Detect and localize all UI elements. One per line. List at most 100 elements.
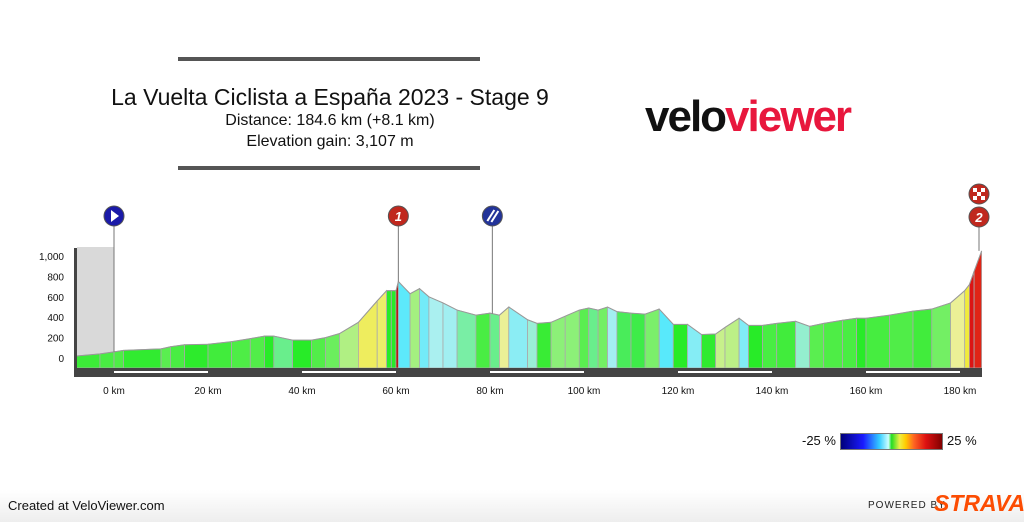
profile-segment [616,311,632,369]
profile-segment [390,290,397,369]
profile-segment [409,287,420,369]
profile-segment [249,335,265,369]
title-rule-top [178,57,480,61]
profile-segment [475,312,491,369]
profile-segment [376,289,388,369]
y-tick-label: 400 [47,313,64,324]
x-tick-label: 160 km [850,386,883,397]
profile-segment [292,339,312,369]
profile-segment [809,322,825,369]
neutral-zone [77,247,114,368]
profile-segment [113,349,124,369]
profile-segment [630,312,646,369]
y-tick-label: 1,000 [39,252,64,263]
chequered-flag-icon [973,196,977,200]
knife-icon [490,210,500,223]
profile-segment [536,321,552,369]
profile-segment [607,306,618,369]
y-axis-line [74,248,77,369]
profile-segment [169,344,185,369]
profile-segment [231,338,251,369]
stage-title: La Vuelta Ciclista a España 2023 - Stage… [111,84,549,110]
x-tick-label: 140 km [756,386,789,397]
profile-segment [687,323,702,369]
profile-segment [931,302,951,369]
profile-segment [701,333,716,369]
scale-tick-bar [114,371,208,373]
profile-segment [160,346,171,369]
legend-min-label: -25 % [802,433,836,448]
y-tick-label: 0 [58,354,64,365]
profile-segment [738,317,749,369]
profile-segment [508,306,528,369]
y-tick-label: 600 [47,293,64,304]
profile-segment [498,306,510,369]
profile-segment [527,319,538,369]
profile-segment [325,332,341,369]
profile-segment [207,341,232,369]
marker-label: 2 [974,210,983,225]
profile-segment [428,296,444,369]
profile-segment [865,314,890,369]
profile-segment [273,335,294,369]
created-at-link[interactable]: Created at VeloViewer.com [8,498,165,513]
feed-zone-marker-icon [481,205,503,227]
profile-segment [856,317,867,369]
scale-tick-bar [302,371,396,373]
y-tick-label: 800 [47,272,64,283]
x-tick-label: 60 km [382,386,409,397]
profile-segment [950,289,966,369]
climb-1-marker-icon [387,205,409,227]
distance-text: Distance: 184.6 km (+8.1 km) [225,112,435,129]
profile-segment [489,312,500,369]
profile-segment [564,309,580,369]
profile-segment [842,317,857,369]
profile-segment [456,309,477,369]
scale-tick-bar [678,371,772,373]
veloviewer-logo: veloviewer [645,92,852,142]
scale-tick-bar [866,371,960,373]
x-tick-label: 0 km [103,386,125,397]
profile-segment [339,321,359,369]
chequered-flag-icon [973,188,977,192]
profile-segment [578,307,590,369]
profile-segment [776,320,796,369]
profile-segment [912,308,933,369]
footer [0,490,1024,522]
x-tick-label: 180 km [944,386,977,397]
elevation-profile-chart: 0 200 400 600 800 1,000 0 km 20 km 40 km 60 km 80 … [39,183,990,397]
climb-2-marker-icon [968,206,990,228]
logo-viewer: viewer [725,92,852,141]
profile-segment [964,283,970,369]
legend-max-label: 25 % [947,433,977,448]
profile-segment [263,335,275,369]
title-rule-bottom [178,166,480,170]
profile-segment [386,290,392,369]
marker-label: 1 [395,209,402,224]
profile-segment [795,320,810,369]
chequered-flag-icon [981,188,985,192]
profile-segment [672,323,688,369]
profile-segment [184,343,209,369]
profile-segment [823,319,843,369]
profile-segment [419,287,430,369]
chequered-flag-icon [977,192,981,196]
elevation-gain-text: Elevation gain: 3,107 m [246,133,414,150]
profile-outline [76,250,983,357]
scale-tick-bar [490,371,584,373]
x-tick-label: 20 km [194,386,221,397]
profile-segment [889,310,914,369]
profile-segment [397,280,411,369]
x-tick-label: 120 km [662,386,695,397]
profile-segment [748,324,763,369]
profile-segment [969,271,975,369]
profile-segment [442,302,458,369]
profile-segment [658,308,674,369]
profile-segment [597,306,608,369]
chequered-flag-icon [981,196,985,200]
gradient-legend-bar [840,433,943,450]
strava-logo: STRAVA [934,490,1024,516]
profile-segment [550,315,566,369]
play-icon [111,210,119,222]
logo-velo: velo [645,92,727,141]
